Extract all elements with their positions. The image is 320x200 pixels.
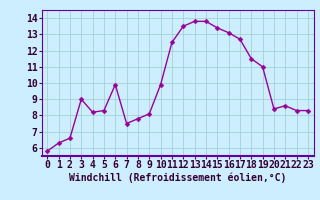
X-axis label: Windchill (Refroidissement éolien,°C): Windchill (Refroidissement éolien,°C) bbox=[69, 173, 286, 183]
